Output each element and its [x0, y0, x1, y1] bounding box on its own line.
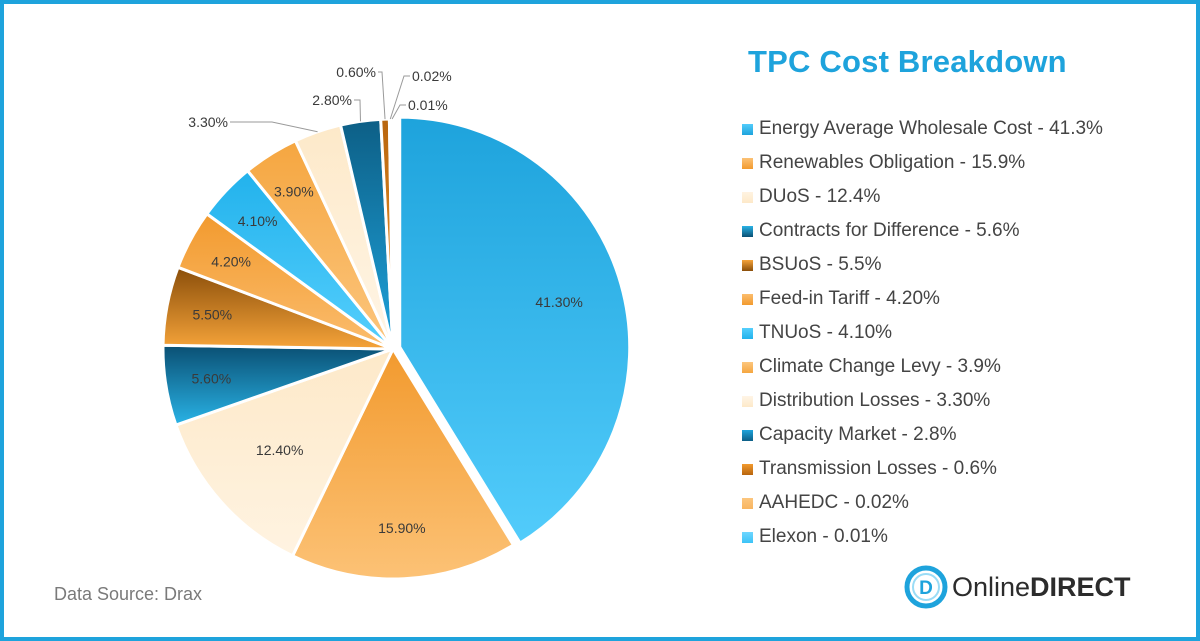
legend-item: AAHEDC - 0.02%	[742, 486, 1103, 520]
legend-label: BSUoS - 5.5%	[759, 254, 882, 275]
legend-label: Energy Average Wholesale Cost - 41.3%	[759, 118, 1103, 139]
slice-data-label: 3.30%	[188, 114, 228, 130]
legend-swatch	[742, 531, 753, 543]
chart-legend: Energy Average Wholesale Cost - 41.3% Ren…	[742, 112, 1103, 554]
legend-swatch	[742, 395, 753, 407]
label-leader-line	[389, 75, 410, 120]
legend-item: Feed-in Tariff - 4.20%	[742, 282, 1103, 316]
legend-swatch	[742, 327, 753, 339]
legend-item: BSUoS - 5.5%	[742, 248, 1103, 282]
legend-swatch	[742, 361, 753, 373]
legend-swatch	[742, 157, 753, 169]
legend-swatch	[742, 225, 753, 237]
legend-label: Elexon - 0.01%	[759, 526, 888, 547]
legend-label: TNUoS - 4.10%	[759, 322, 893, 343]
legend-item: Transmission Losses - 0.6%	[742, 452, 1103, 486]
brand-name-regular: Online	[952, 571, 1031, 602]
slice-data-label: 41.30%	[535, 294, 582, 310]
legend-item: Energy Average Wholesale Cost - 41.3%	[742, 112, 1103, 146]
legend-label: Renewables Obligation - 15.9%	[759, 152, 1026, 173]
label-leader-line	[230, 121, 318, 133]
legend-label: Distribution Losses - 3.30%	[759, 390, 991, 411]
slice-data-label: 0.02%	[412, 68, 452, 84]
legend-item: DUoS - 12.4%	[742, 180, 1103, 214]
data-source-note: Data Source: Drax	[54, 584, 203, 604]
legend-swatch	[742, 191, 753, 203]
slice-data-label: 12.40%	[256, 442, 303, 458]
legend-item: Elexon - 0.01%	[742, 520, 1103, 554]
brand-logo: D Online DIRECT	[904, 565, 1131, 609]
legend-item: Capacity Market - 2.8%	[742, 418, 1103, 452]
brand-mark-icon: D	[904, 565, 948, 609]
label-leader-line	[391, 104, 406, 120]
brand-mark-letter: D	[919, 578, 933, 599]
legend-item: Climate Change Levy - 3.9%	[742, 350, 1103, 384]
slice-data-label: 4.10%	[238, 213, 278, 229]
slice-data-label: 5.50%	[192, 306, 232, 322]
legend-item: Contracts for Difference - 5.6%	[742, 214, 1103, 248]
slice-data-label: 5.60%	[192, 370, 232, 386]
brand-name-bold: DIRECT	[1030, 571, 1131, 602]
legend-swatch	[742, 429, 753, 441]
pie-slice-energy-average-wholesale-cost	[398, 115, 632, 545]
legend-swatch	[742, 293, 753, 305]
label-leader-line	[354, 99, 361, 122]
legend-swatch	[742, 497, 753, 509]
legend-label: Feed-in Tariff - 4.20%	[759, 288, 940, 309]
legend-label: Climate Change Levy - 3.9%	[759, 356, 1001, 377]
pie-slice-renewables-obligation	[291, 347, 515, 581]
legend-label: Capacity Market - 2.8%	[759, 424, 957, 445]
slice-data-label: 0.60%	[336, 64, 376, 80]
slice-data-label: 15.90%	[378, 520, 425, 536]
legend-swatch	[742, 123, 753, 135]
slice-data-label: 0.01%	[408, 97, 448, 113]
slice-data-label: 3.90%	[274, 183, 314, 199]
legend-label: Contracts for Difference - 5.6%	[759, 220, 1020, 241]
slice-data-label: 4.20%	[211, 253, 251, 269]
pie-slice-duos	[174, 347, 395, 558]
legend-label: Transmission Losses - 0.6%	[759, 458, 997, 479]
slice-data-label: 2.80%	[312, 92, 352, 108]
legend-label: DUoS - 12.4%	[759, 186, 881, 207]
legend-item: Renewables Obligation - 15.9%	[742, 146, 1103, 180]
label-leader-line	[378, 71, 386, 120]
pie-slice-elexon	[389, 117, 395, 351]
legend-item: Distribution Losses - 3.30%	[742, 384, 1103, 418]
legend-label: AAHEDC - 0.02%	[759, 492, 909, 513]
legend-swatch	[742, 463, 753, 475]
chart-title: TPC Cost Breakdown	[748, 44, 1067, 79]
legend-item: TNUoS - 4.10%	[742, 316, 1103, 350]
pie-chart: 41.30% 15.90% 12.40% 5.60% 5.50% 4.20% 4.10% 3.…	[161, 64, 632, 581]
legend-swatch	[742, 259, 753, 271]
